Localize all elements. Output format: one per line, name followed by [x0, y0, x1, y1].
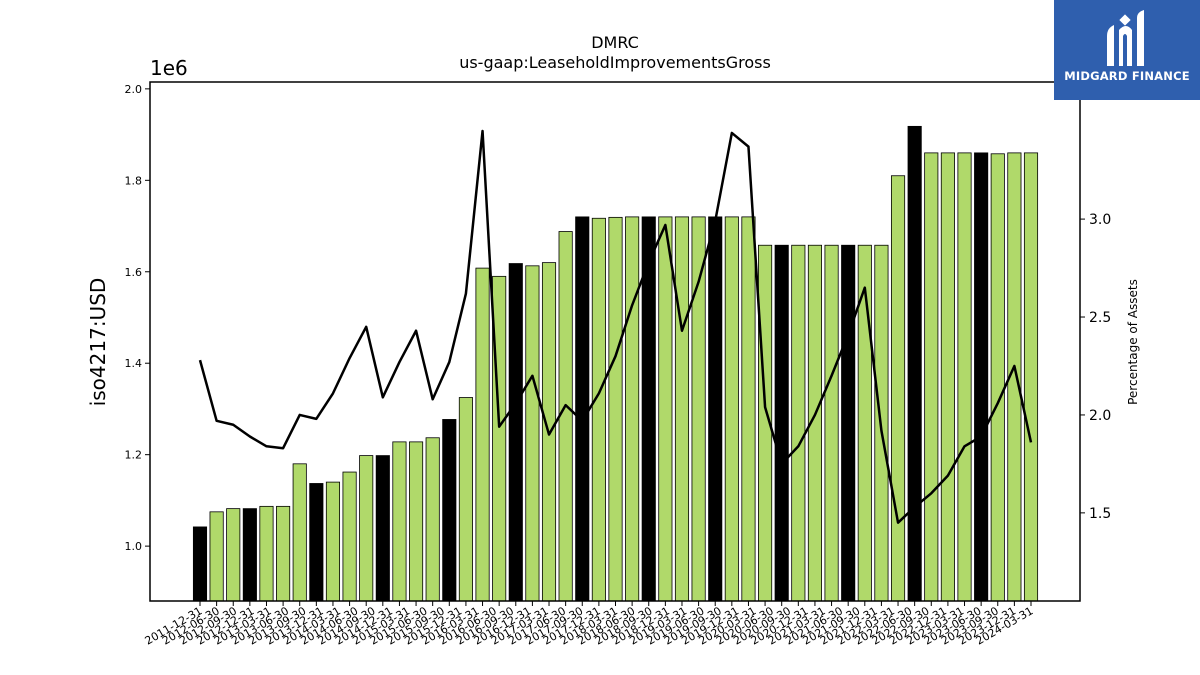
bar	[425, 437, 440, 602]
bar	[192, 526, 208, 602]
bar	[841, 244, 856, 602]
bar	[575, 216, 590, 602]
chart-title: DMRC	[591, 33, 639, 52]
bar	[442, 419, 457, 602]
y-multiplier-label: 1e6	[150, 56, 188, 80]
bar	[691, 216, 706, 602]
y-tick-label: 1.0	[125, 540, 143, 553]
bar	[259, 505, 274, 602]
y-tick-label: 1.8	[125, 174, 143, 187]
percentage-line	[198, 129, 1033, 524]
bar	[226, 508, 241, 602]
bar	[392, 441, 407, 602]
bar	[342, 471, 357, 602]
y2-axis-label: Percentage of Assets	[1126, 279, 1140, 405]
y2-tick-label: 2.5	[1089, 310, 1111, 326]
bar	[658, 216, 673, 602]
midgard-logo-text: MIDGARD FINANCE	[1064, 69, 1190, 83]
bar	[890, 175, 906, 602]
bar	[309, 483, 324, 602]
bar	[475, 267, 490, 602]
y2-tick-label: 3.0	[1089, 212, 1111, 228]
bar	[558, 231, 573, 602]
bar	[525, 265, 540, 602]
bar	[359, 455, 374, 602]
bar	[924, 152, 939, 602]
y-tick-label: 1.6	[125, 266, 143, 279]
bar	[325, 481, 341, 602]
bar	[824, 244, 839, 602]
bar	[774, 244, 789, 602]
bar	[957, 152, 972, 602]
midgard-logo: MIDGARD FINANCE	[1054, 0, 1200, 100]
y-tick-label: 2.0	[125, 83, 143, 96]
bar	[375, 455, 390, 602]
y-axis-ticks: 1.0 1.2 1.4 1.6 1.8 2.0	[125, 83, 150, 553]
bar	[209, 511, 224, 602]
plot-frame	[149, 81, 1081, 602]
bar	[974, 152, 989, 602]
bar	[990, 153, 1005, 602]
bar	[907, 125, 922, 602]
y2-tick-label: 2.0	[1089, 408, 1111, 424]
bar	[1023, 152, 1039, 602]
chart-subtitle: us-gaap:LeaseholdImprovementsGross	[459, 53, 771, 72]
y-tick-label: 1.4	[125, 357, 143, 370]
bar	[608, 216, 623, 602]
bar	[591, 217, 606, 602]
bar	[791, 244, 806, 602]
bar	[625, 216, 640, 602]
bar	[292, 463, 307, 602]
bar	[242, 508, 257, 602]
bar	[724, 216, 739, 602]
bar	[458, 397, 473, 602]
midgard-logo-icon	[1107, 10, 1144, 66]
y-tick-label: 1.2	[125, 449, 143, 462]
y2-tick-label: 1.5	[1089, 506, 1111, 522]
bar	[276, 505, 291, 602]
x-axis-ticks: 2011-12-312012-06-302012-09-302012-12-31…	[143, 601, 1036, 648]
bar	[741, 216, 756, 602]
bar	[708, 216, 723, 602]
line-series	[198, 129, 1033, 524]
bar	[409, 441, 424, 602]
y-axis-label: iso4217:USD	[86, 278, 110, 407]
bar	[940, 152, 955, 602]
bar	[674, 216, 690, 602]
bar	[508, 263, 523, 602]
bar-series	[192, 125, 1039, 602]
y2-axis-ticks: 1.5 2.0 2.5 3.0	[1080, 212, 1111, 522]
